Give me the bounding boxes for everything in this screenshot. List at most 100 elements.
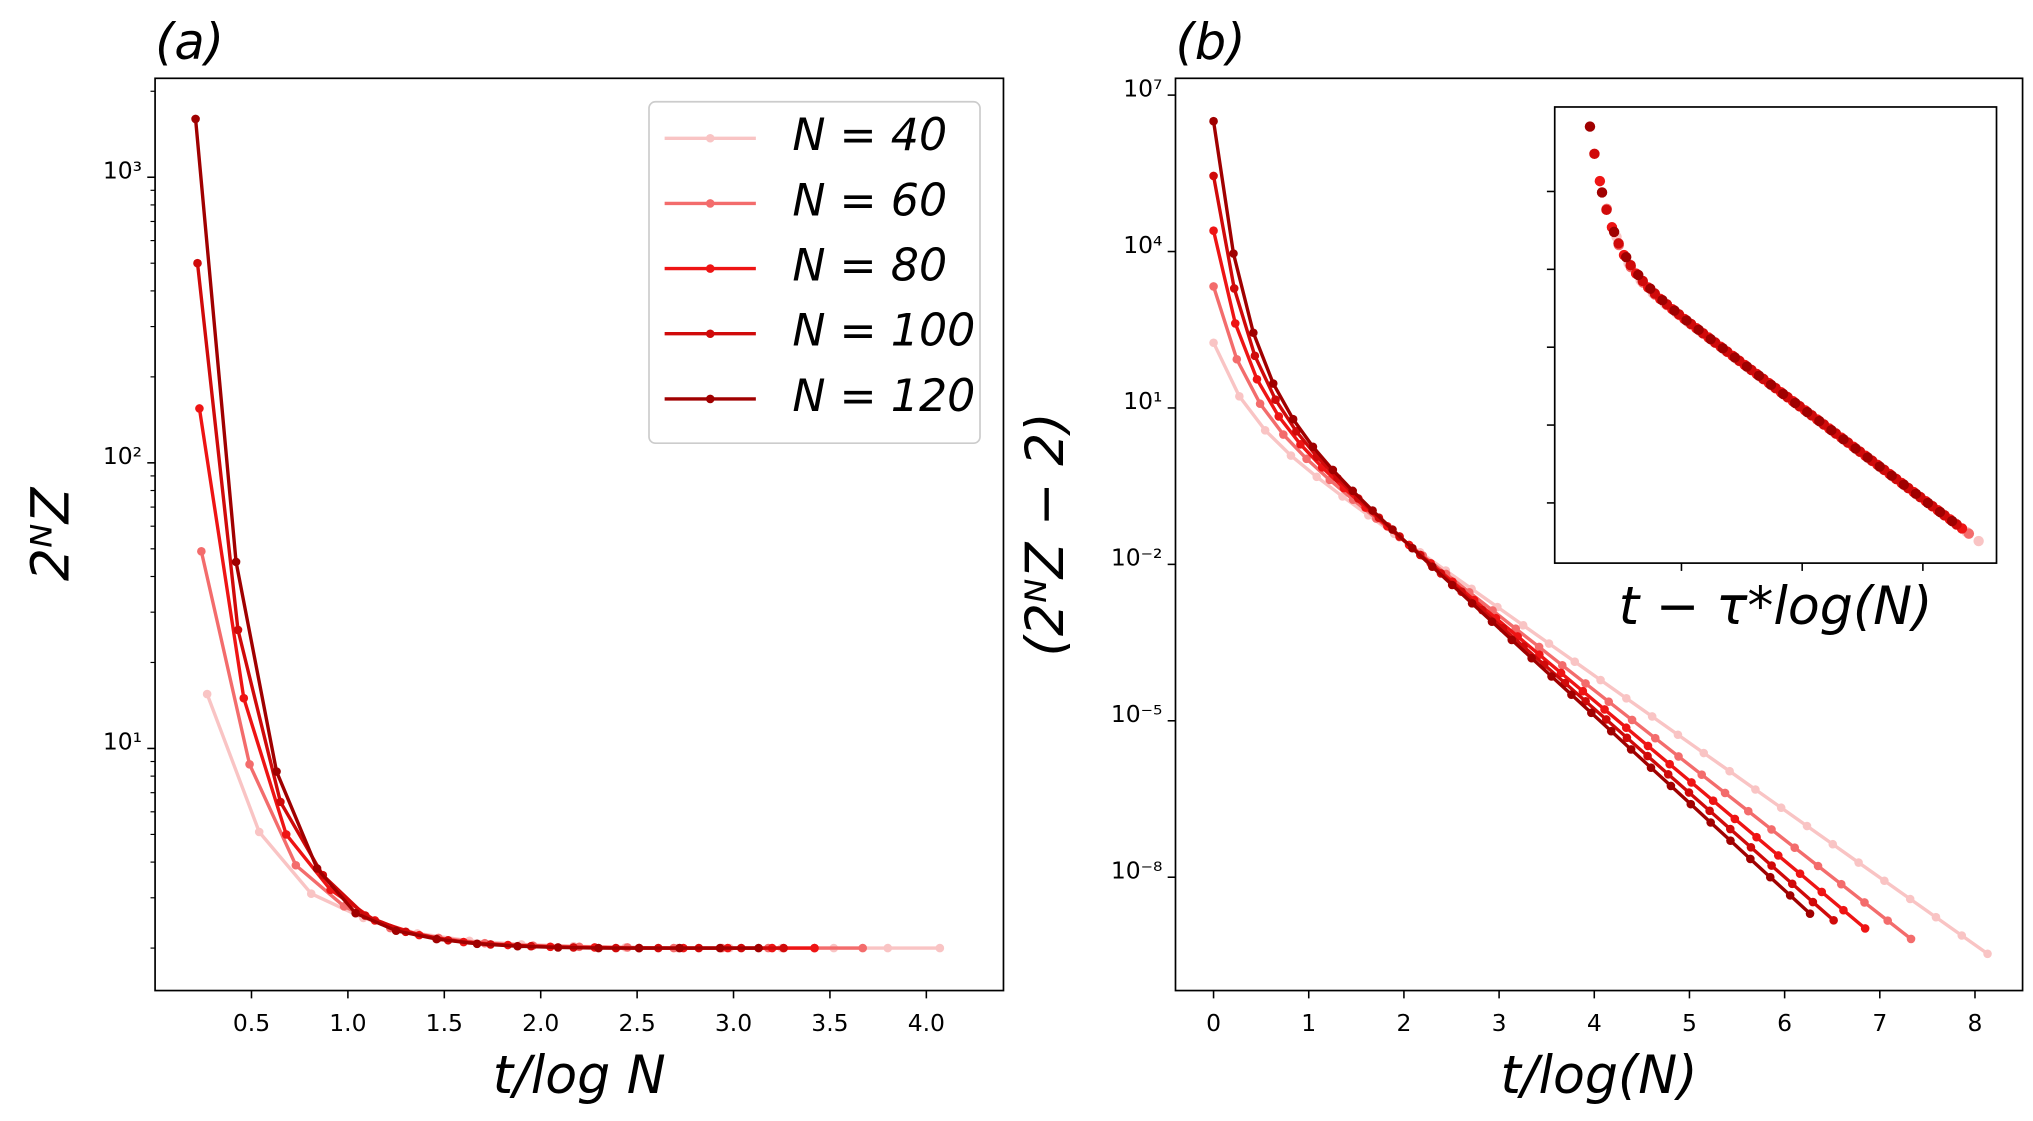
data-point <box>1665 759 1674 769</box>
data-point <box>1348 486 1358 496</box>
data-point <box>1673 730 1683 740</box>
data-point <box>1286 451 1296 460</box>
data-point <box>306 889 316 899</box>
legend-box <box>648 100 981 445</box>
data-point <box>1697 770 1707 779</box>
legend-label: N = 120 <box>792 371 975 422</box>
data-point <box>1957 931 1967 940</box>
scatter-point <box>1594 175 1606 187</box>
y-tick-label: 10² <box>103 442 142 470</box>
data-point <box>1250 351 1260 361</box>
data-point <box>1209 116 1218 126</box>
data-point <box>1725 766 1734 776</box>
data-point <box>1312 472 1322 482</box>
data-point <box>1773 851 1783 860</box>
data-point <box>1296 439 1305 449</box>
legend-marker <box>705 199 715 208</box>
scatter-point <box>1693 324 1704 336</box>
axes-frame <box>1553 106 1998 564</box>
data-point <box>1708 796 1718 806</box>
data-point <box>715 943 725 953</box>
data-point <box>1720 788 1730 798</box>
data-point <box>1507 635 1517 645</box>
data-point <box>1931 912 1941 922</box>
data-point <box>1279 430 1288 439</box>
data-point <box>513 941 522 951</box>
data-point <box>1229 249 1238 258</box>
legend-label: N = 100 <box>792 306 975 357</box>
data-point <box>1209 338 1218 348</box>
data-point <box>193 258 202 268</box>
data-point <box>1534 642 1544 652</box>
data-point <box>312 864 322 873</box>
scatter-point <box>1910 488 1922 500</box>
data-point <box>1686 799 1696 809</box>
axes-background <box>1554 106 1997 564</box>
data-point <box>1368 506 1377 515</box>
data-point <box>858 943 868 953</box>
scatter-point <box>1973 535 1984 547</box>
scatter-point <box>1946 515 1958 527</box>
scatter-point <box>1669 305 1680 316</box>
data-point <box>1230 319 1240 328</box>
data-point <box>1808 897 1818 907</box>
data-point <box>1252 374 1262 384</box>
data-point <box>1813 861 1823 871</box>
data-point <box>553 943 563 952</box>
data-point <box>1209 171 1218 181</box>
data-point <box>1235 392 1244 401</box>
scatter-point <box>1596 187 1608 198</box>
data-point <box>1643 751 1652 761</box>
data-point <box>1725 824 1735 834</box>
panel-title: (a) <box>155 13 224 71</box>
x-tick-label: 0.5 <box>233 1009 270 1037</box>
data-point <box>779 943 788 953</box>
data-point <box>1578 686 1588 696</box>
data-point <box>634 943 644 953</box>
data-point <box>1795 869 1805 878</box>
data-point <box>1601 715 1611 724</box>
data-point <box>675 943 684 953</box>
data-point <box>239 693 249 703</box>
data-point <box>1567 690 1576 699</box>
x-tick-label: 4.0 <box>908 1009 945 1037</box>
scatter-point <box>1645 283 1656 294</box>
data-point <box>1408 543 1417 553</box>
data-point <box>1650 733 1660 743</box>
data-point <box>1805 909 1815 918</box>
data-point <box>1646 763 1656 772</box>
axes-frame <box>1174 77 2024 992</box>
x-tick-label: 1.5 <box>426 1009 463 1037</box>
x-tick-label: 4 <box>1587 1009 1602 1037</box>
data-point <box>291 860 301 870</box>
data-point <box>810 943 819 953</box>
data-point <box>1802 821 1812 831</box>
data-point <box>1570 657 1580 666</box>
x-tick-label: 2.5 <box>618 1009 655 1037</box>
data-point <box>1699 748 1709 758</box>
data-point <box>1209 226 1218 235</box>
data-point <box>1839 905 1848 915</box>
x-tick-label: 1 <box>1301 1009 1316 1037</box>
x-tick-label: 8 <box>1968 1009 1983 1037</box>
y-tick-label: 10⁴ <box>1123 231 1162 259</box>
data-point <box>1785 891 1795 900</box>
data-point <box>472 939 482 949</box>
data-point <box>1581 679 1590 688</box>
scatter-point <box>1608 226 1620 238</box>
axes-frame <box>154 77 1005 992</box>
data-point <box>1627 715 1637 725</box>
data-point <box>1274 412 1284 421</box>
x-tick-label: 5 <box>1682 1009 1697 1037</box>
data-point <box>1767 825 1776 834</box>
data-point <box>883 943 893 953</box>
data-point <box>276 797 285 807</box>
data-point <box>1743 806 1753 816</box>
data-point <box>1674 752 1683 761</box>
y-tick-label: 10¹ <box>103 728 142 756</box>
data-point <box>1983 949 1992 959</box>
data-point <box>1621 723 1631 733</box>
scatter-point <box>1765 379 1777 391</box>
scatter-point <box>1777 388 1789 400</box>
data-point <box>1388 525 1397 534</box>
